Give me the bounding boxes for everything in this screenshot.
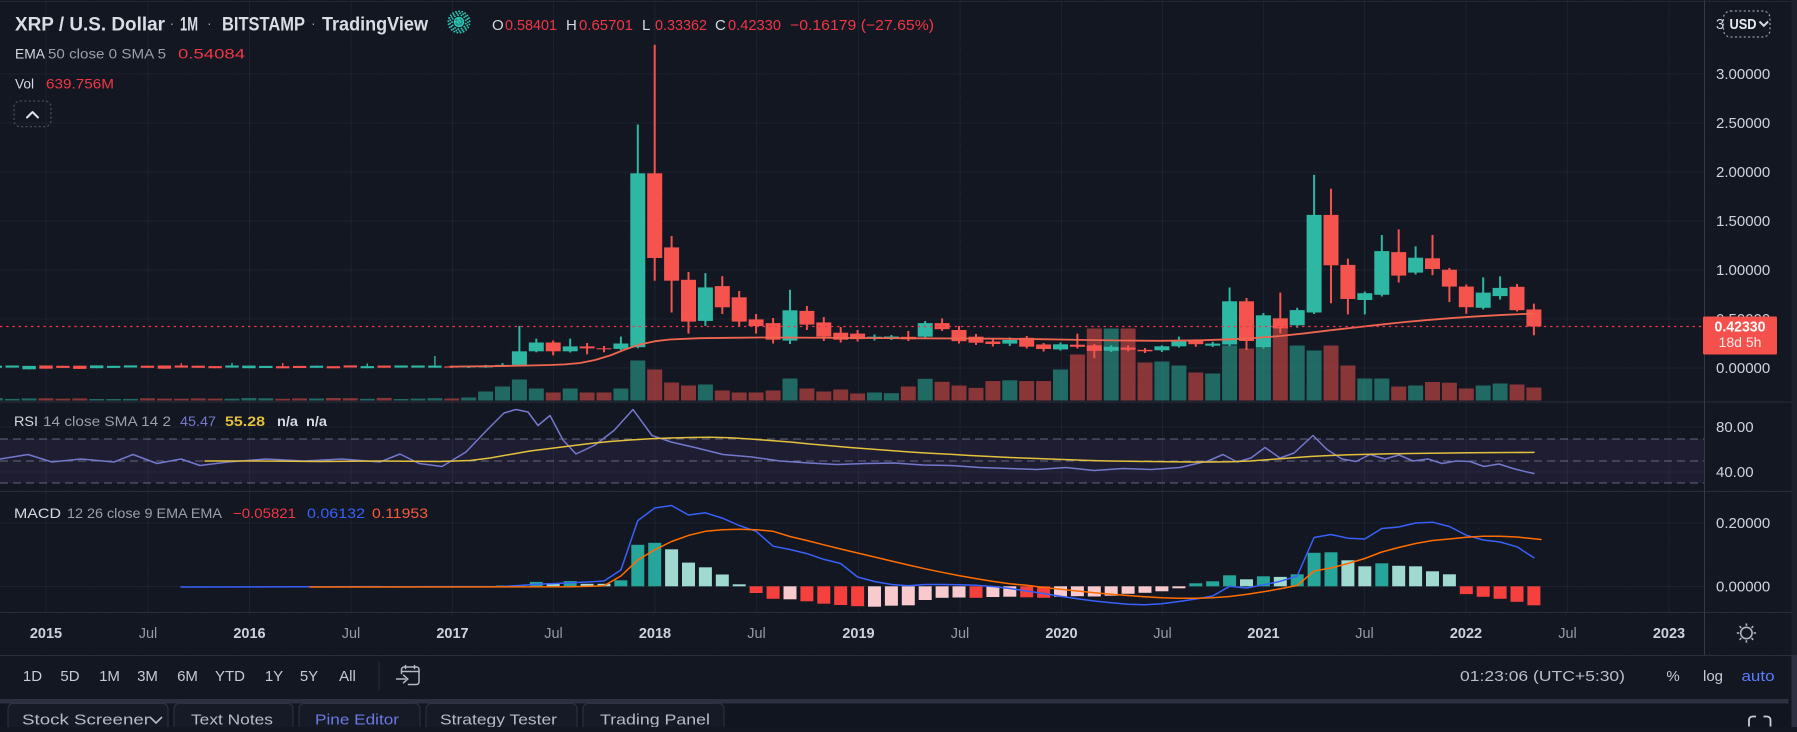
svg-text:Vol: Vol [15,76,34,92]
svg-text:2015: 2015 [30,626,62,642]
svg-text:Pine Editor: Pine Editor [315,712,399,728]
svg-text:Strategy Tester: Strategy Tester [440,712,557,728]
svg-text:Jul: Jul [951,626,970,642]
svg-text:All: All [339,668,356,685]
svg-text:TradingView: TradingView [322,15,428,36]
svg-text:−0.16179 (−27.65%): −0.16179 (−27.65%) [790,17,934,34]
svg-text:USD: USD [1730,16,1757,33]
svg-text:n/a: n/a [306,413,327,429]
svg-text:2.00000: 2.00000 [1716,164,1770,181]
svg-text:MACD: MACD [14,505,61,521]
svg-text:1.50000: 1.50000 [1716,213,1770,230]
svg-text:%: % [1666,668,1679,685]
svg-text:2022: 2022 [1450,626,1482,642]
svg-text:2018: 2018 [639,626,671,642]
svg-text:2.50000: 2.50000 [1716,115,1770,132]
svg-text:01:23:06 (UTC+5:30): 01:23:06 (UTC+5:30) [1460,668,1625,685]
svg-text:0.06132: 0.06132 [307,505,365,521]
svg-text:·: · [311,15,316,31]
svg-text:YTD: YTD [215,668,245,685]
svg-text:50 close 0 SMA 5: 50 close 0 SMA 5 [48,46,166,62]
svg-text:0.20000: 0.20000 [1716,515,1770,532]
svg-text:XRP / U.S. Dollar: XRP / U.S. Dollar [15,15,166,36]
svg-text:2017: 2017 [436,626,468,642]
svg-text:1.00000: 1.00000 [1716,262,1770,279]
svg-text:14 close SMA 14 2: 14 close SMA 14 2 [43,413,171,429]
svg-text:0.00000: 0.00000 [1716,360,1770,377]
svg-text:Jul: Jul [139,626,158,642]
svg-text:2020: 2020 [1045,626,1077,642]
svg-text:n/a: n/a [277,413,298,429]
svg-text:·: · [207,15,212,31]
svg-text:0.11953: 0.11953 [372,505,428,521]
svg-text:C: C [715,17,726,34]
svg-text:Trading Panel: Trading Panel [600,712,710,728]
svg-text:Jul: Jul [747,626,766,642]
svg-text:3M: 3M [137,668,158,685]
svg-text:18d 5h: 18d 5h [1719,334,1762,350]
svg-text:6M: 6M [177,668,198,685]
svg-text:RSI: RSI [14,413,38,429]
svg-text:Jul: Jul [1355,626,1374,642]
svg-text:1Y: 1Y [265,668,283,685]
svg-text:Jul: Jul [1153,626,1172,642]
svg-text:0.42330: 0.42330 [1715,319,1766,336]
svg-text:55.28: 55.28 [225,413,265,429]
svg-text:BITSTAMP: BITSTAMP [222,15,305,36]
svg-text:−0.05821: −0.05821 [233,505,296,521]
svg-text:0.54084: 0.54084 [178,46,245,62]
svg-text:5Y: 5Y [300,668,318,685]
svg-text:0.42330: 0.42330 [728,17,781,34]
svg-text:1M: 1M [99,668,120,685]
svg-text:0.33362: 0.33362 [655,17,707,34]
svg-text:3.00000: 3.00000 [1716,66,1770,83]
svg-text:639.756M: 639.756M [46,76,114,92]
svg-text:0.65701: 0.65701 [579,17,633,34]
svg-text:80.00: 80.00 [1716,419,1754,436]
svg-text:Text Notes: Text Notes [191,712,273,728]
svg-text:12 26 close 9 EMA EMA: 12 26 close 9 EMA EMA [67,505,223,521]
svg-text:45.47: 45.47 [180,413,216,429]
svg-text:Jul: Jul [342,626,361,642]
svg-text:Stock Screener: Stock Screener [22,712,150,728]
svg-text:2021: 2021 [1247,626,1279,642]
svg-text:0.00000: 0.00000 [1716,579,1770,596]
svg-text:H: H [566,17,577,34]
svg-text:·: · [170,15,175,31]
svg-text:EMA: EMA [15,46,46,62]
svg-text:L: L [642,17,650,34]
svg-text:2023: 2023 [1653,626,1685,642]
svg-text:2019: 2019 [842,626,874,642]
svg-text:log: log [1703,668,1723,685]
svg-text:1M: 1M [180,15,198,36]
svg-text:Jul: Jul [1558,626,1577,642]
svg-text:Jul: Jul [544,626,563,642]
svg-text:5D: 5D [60,668,79,685]
svg-text:O: O [492,17,504,34]
svg-text:auto: auto [1742,668,1775,685]
svg-text:2016: 2016 [233,626,265,642]
svg-text:0.58401: 0.58401 [505,17,557,34]
svg-text:1D: 1D [23,668,42,685]
svg-text:40.00: 40.00 [1716,464,1754,481]
